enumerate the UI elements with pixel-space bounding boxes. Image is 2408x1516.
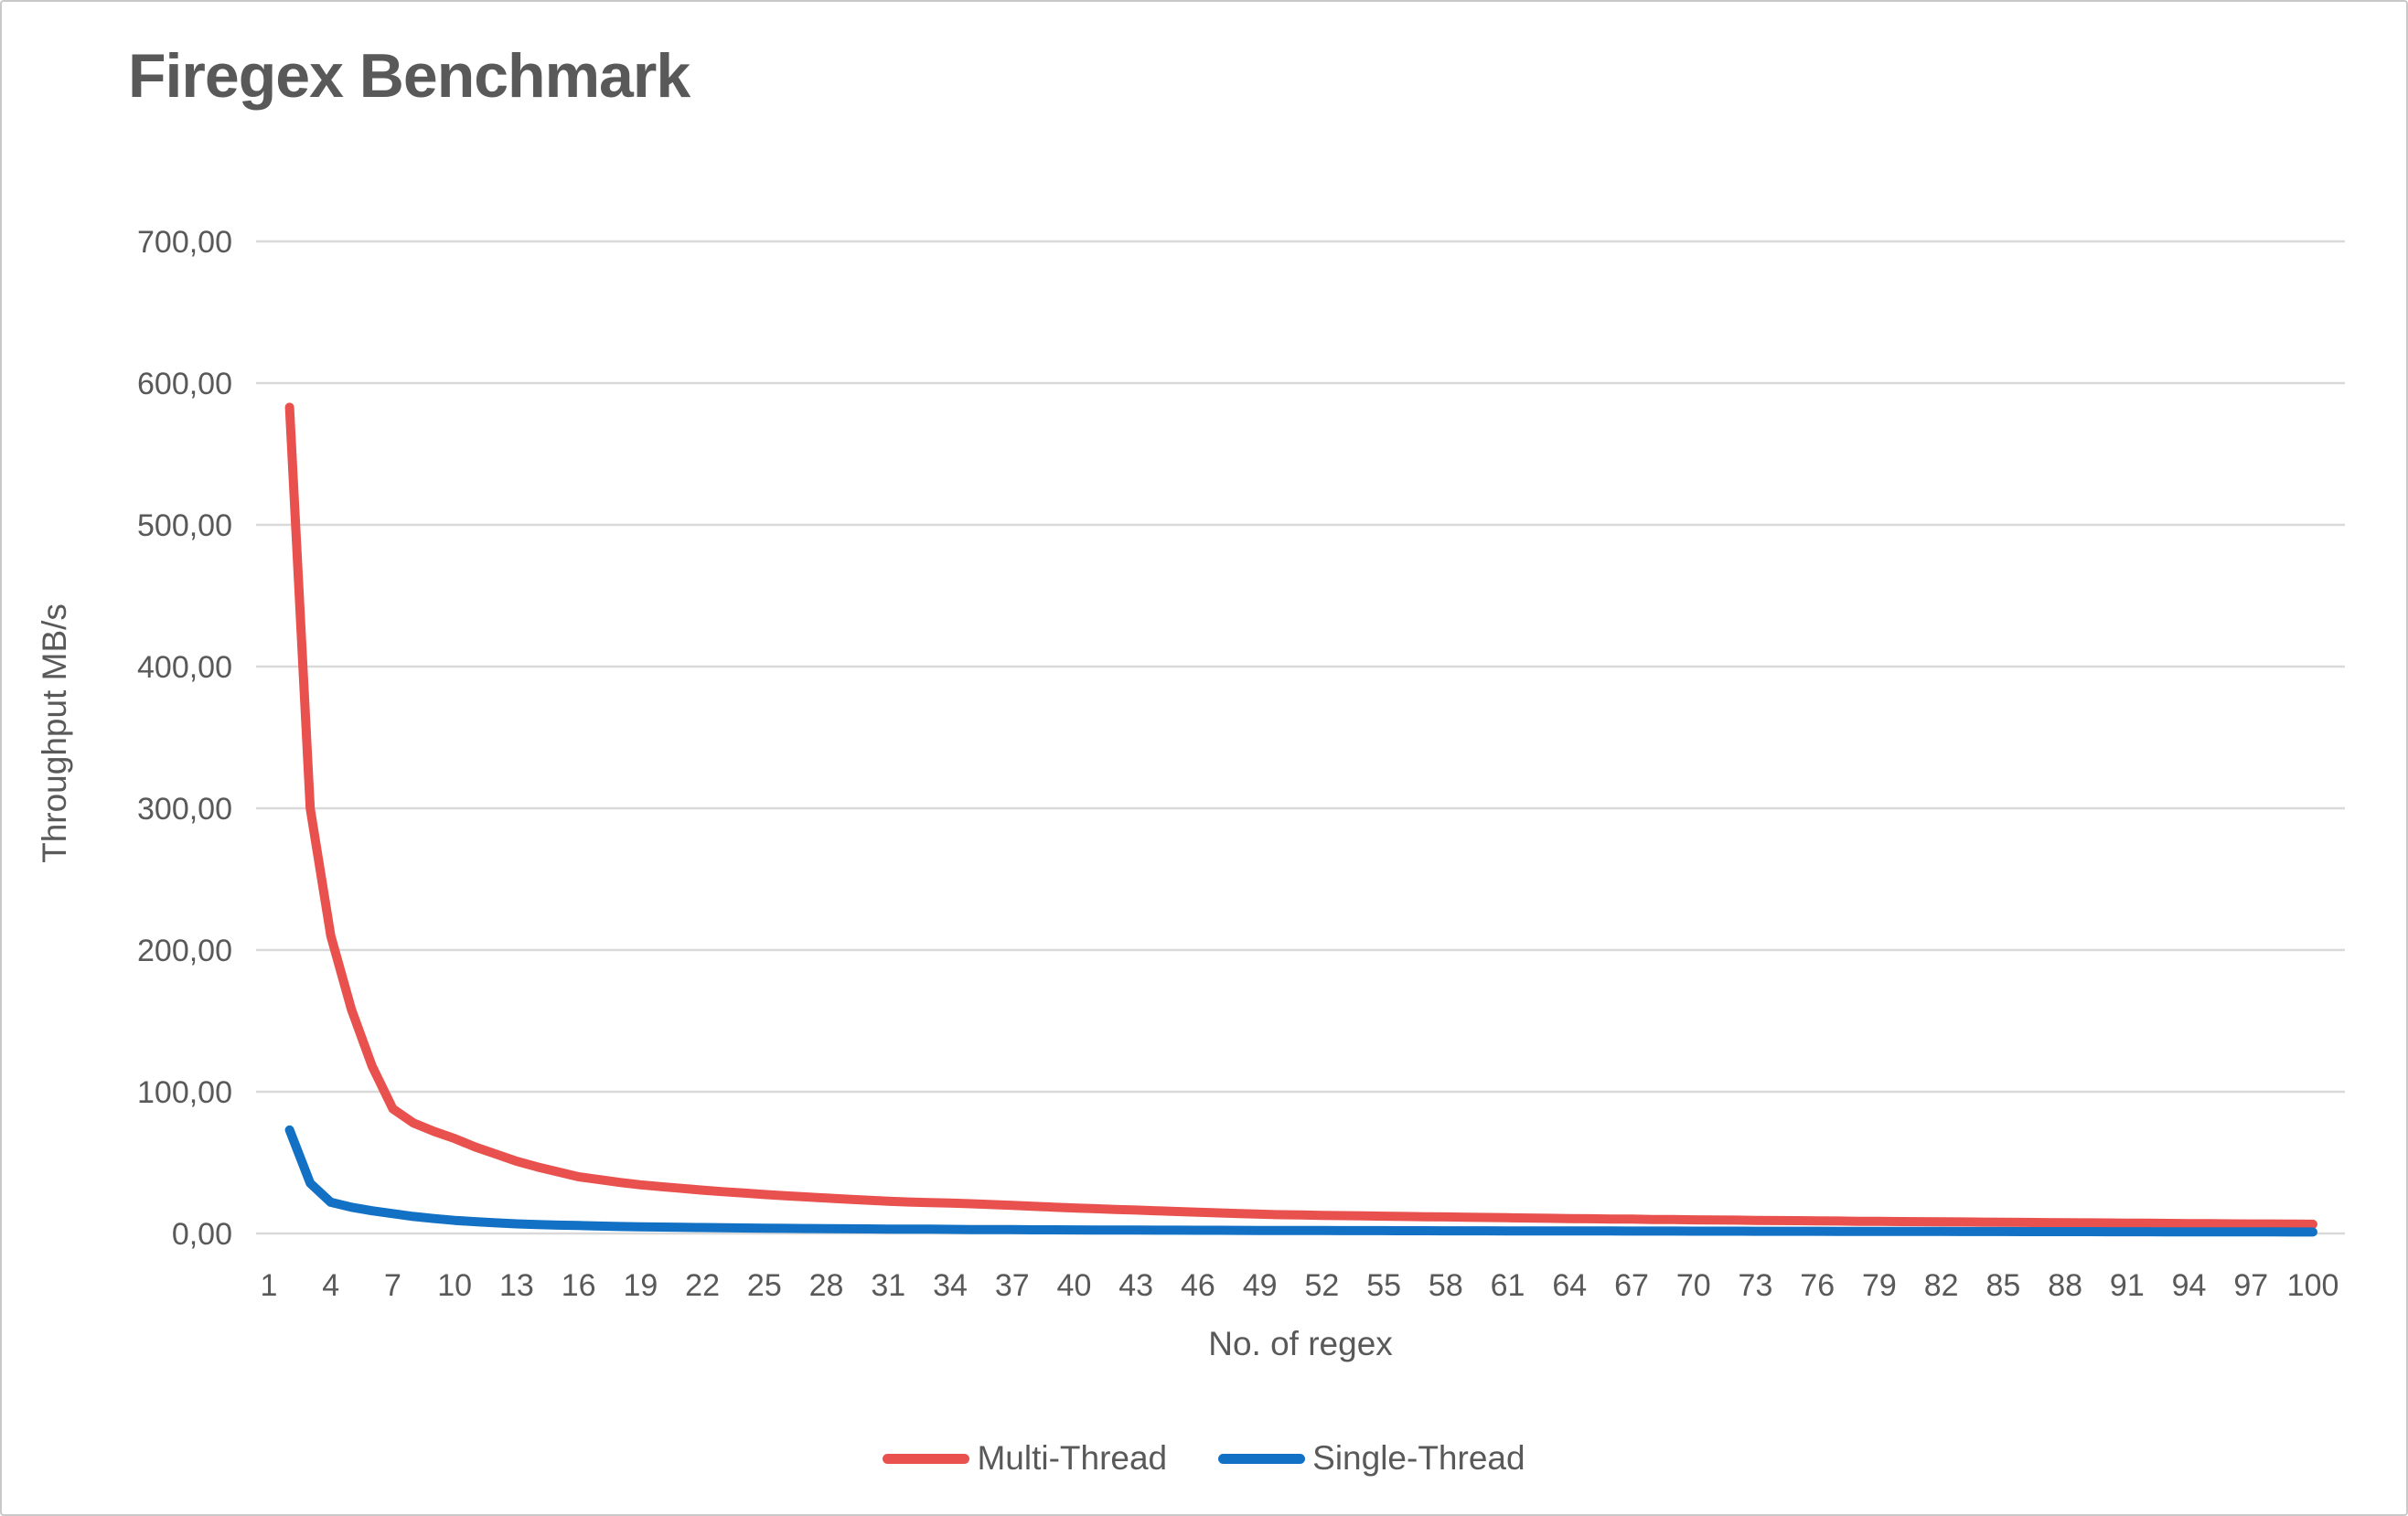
x-tick-label: 76 — [1800, 1268, 1835, 1303]
y-tick-label: 700,00 — [137, 225, 232, 260]
x-tick-label: 67 — [1614, 1268, 1649, 1303]
x-tick-label: 70 — [1676, 1268, 1711, 1303]
legend-item-multi-thread: Multi-Thread — [883, 1439, 1167, 1478]
y-tick-label: 500,00 — [137, 508, 232, 543]
chart-title: Firegex Benchmark — [128, 41, 690, 111]
series-line-multi-thread — [284, 402, 2317, 1229]
x-tick-label: 97 — [2233, 1268, 2268, 1303]
y-tick-label: 200,00 — [137, 934, 232, 968]
x-tick-label: 46 — [1181, 1268, 1215, 1303]
x-tick-label: 16 — [562, 1268, 596, 1303]
x-axis-title: No. of regex — [1208, 1325, 1393, 1362]
y-tick-label: 0,00 — [172, 1217, 232, 1252]
x-tick-label: 73 — [1739, 1268, 1773, 1303]
legend-swatch-single-thread-icon — [1218, 1453, 1306, 1464]
x-tick-label: 94 — [2172, 1268, 2207, 1303]
x-tick-label: 37 — [995, 1268, 1030, 1303]
x-tick-label: 25 — [747, 1268, 782, 1303]
x-tick-label: 82 — [1924, 1268, 1959, 1303]
x-tick-label: 64 — [1552, 1268, 1587, 1303]
x-tick-label: 58 — [1429, 1268, 1463, 1303]
x-tick-label: 31 — [871, 1268, 905, 1303]
legend-item-single-thread: Single-Thread — [1218, 1439, 1525, 1478]
y-tick-label: 100,00 — [137, 1075, 232, 1110]
x-tick-label: 55 — [1366, 1268, 1401, 1303]
x-tick-label: 13 — [499, 1268, 534, 1303]
x-tick-label: 61 — [1491, 1268, 1525, 1303]
legend-label-multi-thread: Multi-Thread — [977, 1439, 1168, 1477]
x-tick-label: 28 — [809, 1268, 844, 1303]
x-tick-label: 1 — [261, 1268, 278, 1303]
legend-label-single-thread: Single-Thread — [1312, 1439, 1525, 1477]
x-tick-label: 40 — [1057, 1268, 1092, 1303]
x-tick-label: 34 — [933, 1268, 968, 1303]
x-tick-label: 91 — [2110, 1268, 2145, 1303]
y-tick-label: 300,00 — [137, 792, 232, 827]
x-tick-label: 85 — [1985, 1268, 2020, 1303]
x-tick-label: 88 — [2048, 1268, 2082, 1303]
x-tick-label: 4 — [322, 1268, 339, 1303]
x-tick-label: 79 — [1862, 1268, 1897, 1303]
x-tick-label: 52 — [1304, 1268, 1339, 1303]
x-tick-label: 19 — [623, 1268, 658, 1303]
x-tick-label: 10 — [437, 1268, 472, 1303]
x-tick-label: 100 — [2287, 1268, 2339, 1303]
legend: Multi-Thread Single-Thread — [2, 1439, 2406, 1478]
x-tick-label: 49 — [1243, 1268, 1278, 1303]
y-tick-label: 600,00 — [137, 367, 232, 401]
x-tick-label: 7 — [384, 1268, 401, 1303]
series-line-single-thread — [284, 1125, 2317, 1237]
y-tick-label: 400,00 — [137, 650, 232, 685]
x-tick-label: 43 — [1118, 1268, 1153, 1303]
legend-swatch-multi-thread-icon — [883, 1453, 970, 1464]
x-tick-label: 22 — [685, 1268, 720, 1303]
